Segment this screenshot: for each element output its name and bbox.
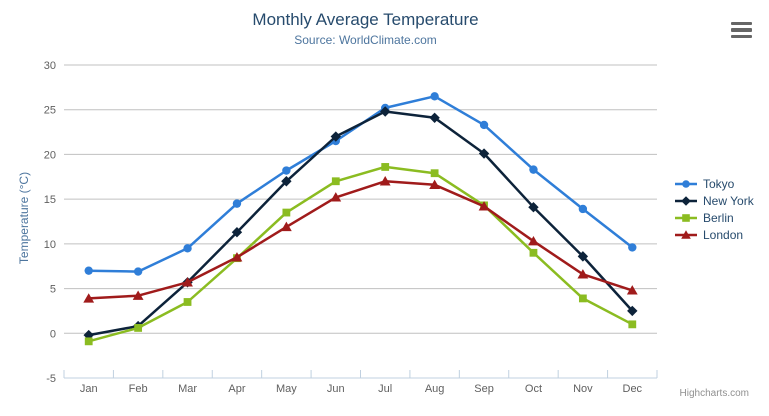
data-point[interactable] bbox=[182, 277, 193, 287]
y-axis-label: 10 bbox=[44, 239, 56, 251]
legend-item-new-york[interactable]: New York bbox=[674, 192, 754, 209]
x-axis-label: Feb bbox=[129, 383, 148, 395]
data-point[interactable] bbox=[578, 294, 587, 303]
data-point[interactable] bbox=[628, 320, 637, 329]
series-london bbox=[83, 176, 638, 303]
data-point[interactable] bbox=[577, 251, 589, 262]
data-point[interactable] bbox=[380, 106, 391, 117]
x-axis-label: Jul bbox=[378, 383, 392, 395]
chart-subtitle: Source: WorldClimate.com bbox=[294, 33, 437, 47]
y-axis-label: 15 bbox=[44, 194, 56, 206]
x-axis-label: Jan bbox=[80, 383, 98, 395]
x-axis-label: Nov bbox=[573, 383, 593, 395]
data-point[interactable] bbox=[84, 337, 93, 346]
data-point[interactable] bbox=[626, 285, 638, 295]
gridlines bbox=[64, 64, 657, 334]
x-axis-labels: Jan Feb Mar Apr May Jun Jul Aug Sep Oct Nov Dec bbox=[80, 383, 643, 395]
chart-title: Monthly Average Temperature bbox=[252, 10, 479, 29]
data-point[interactable] bbox=[479, 120, 489, 130]
x-axis-label: Mar bbox=[178, 383, 197, 395]
y-axis-label: 30 bbox=[44, 60, 56, 72]
y-axis-label: -5 bbox=[46, 373, 56, 385]
data-point[interactable] bbox=[429, 112, 440, 123]
series-line-berlin bbox=[88, 165, 633, 343]
series-tokyo bbox=[84, 92, 637, 276]
hamburger-icon bbox=[731, 34, 752, 38]
data-point[interactable] bbox=[330, 131, 341, 142]
hamburger-icon bbox=[731, 22, 752, 26]
legend-marker-icon-circle bbox=[675, 179, 697, 188]
y-axis-labels: -5 0 5 10 15 20 25 30 bbox=[44, 60, 56, 385]
x-axis-label: Jun bbox=[327, 383, 345, 395]
series-new-york bbox=[83, 106, 638, 341]
data-point[interactable] bbox=[133, 267, 143, 276]
data-point[interactable] bbox=[280, 221, 292, 232]
data-point[interactable] bbox=[330, 192, 342, 202]
y-axis-label: 25 bbox=[44, 105, 56, 117]
data-point[interactable] bbox=[281, 176, 292, 187]
data-point[interactable] bbox=[478, 201, 490, 211]
credits-link[interactable]: Highcharts.com bbox=[679, 388, 749, 399]
x-axis-label: Sep bbox=[474, 383, 494, 395]
data-point[interactable] bbox=[627, 305, 638, 317]
x-axis-label: Dec bbox=[623, 383, 643, 395]
data-point[interactable] bbox=[577, 269, 589, 279]
x-axis-label: Oct bbox=[525, 383, 542, 395]
legend-marker-icon-diamond bbox=[675, 195, 697, 206]
legend: Tokyo New York Berlin London bbox=[674, 175, 754, 243]
data-point[interactable] bbox=[282, 166, 291, 175]
legend-label: Tokyo bbox=[703, 176, 735, 191]
data-point[interactable] bbox=[282, 208, 291, 217]
y-axis-label: 20 bbox=[44, 149, 56, 161]
data-point[interactable] bbox=[430, 169, 439, 178]
hamburger-icon bbox=[731, 28, 752, 32]
x-axis-ticks bbox=[63, 370, 658, 378]
data-point[interactable] bbox=[430, 92, 439, 101]
data-point[interactable] bbox=[528, 201, 539, 213]
legend-item-tokyo[interactable]: Tokyo bbox=[674, 175, 754, 192]
series-line-new-york bbox=[88, 110, 634, 337]
data-point[interactable] bbox=[429, 179, 441, 190]
data-point[interactable] bbox=[83, 293, 95, 303]
data-point[interactable] bbox=[132, 290, 144, 300]
data-point[interactable] bbox=[379, 176, 391, 186]
legend-marker-icon-triangle bbox=[675, 229, 697, 239]
series-line-tokyo bbox=[88, 95, 634, 273]
data-point[interactable] bbox=[528, 235, 539, 246]
data-point[interactable] bbox=[134, 324, 143, 332]
data-point[interactable] bbox=[529, 248, 538, 257]
data-point[interactable] bbox=[331, 177, 340, 186]
data-point[interactable] bbox=[231, 252, 243, 262]
data-point[interactable] bbox=[578, 204, 588, 214]
legend-label: Berlin bbox=[703, 210, 734, 225]
x-axis-label: Aug bbox=[425, 383, 445, 395]
legend-marker-icon-square bbox=[675, 213, 697, 222]
y-axis-label: 5 bbox=[50, 284, 56, 296]
data-point[interactable] bbox=[183, 298, 192, 306]
legend-label: New York bbox=[703, 193, 754, 208]
data-point[interactable] bbox=[232, 199, 242, 208]
x-axis-label: May bbox=[276, 383, 297, 395]
y-axis-title: Temperature (°C) bbox=[17, 171, 31, 265]
data-point[interactable] bbox=[231, 227, 243, 238]
data-point[interactable] bbox=[478, 148, 490, 159]
x-axis-label: Apr bbox=[228, 383, 245, 395]
legend-label: London bbox=[703, 227, 744, 242]
data-point[interactable] bbox=[381, 163, 390, 171]
data-point[interactable] bbox=[84, 266, 93, 275]
legend-item-berlin[interactable]: Berlin bbox=[674, 209, 754, 226]
data-point[interactable] bbox=[529, 165, 538, 174]
data-point[interactable] bbox=[628, 243, 637, 252]
y-axis-label: 0 bbox=[50, 328, 56, 340]
data-point[interactable] bbox=[183, 244, 192, 253]
legend-item-london[interactable]: London bbox=[674, 226, 754, 243]
series-line-london bbox=[88, 180, 633, 300]
export-menu-button[interactable] bbox=[731, 22, 752, 38]
